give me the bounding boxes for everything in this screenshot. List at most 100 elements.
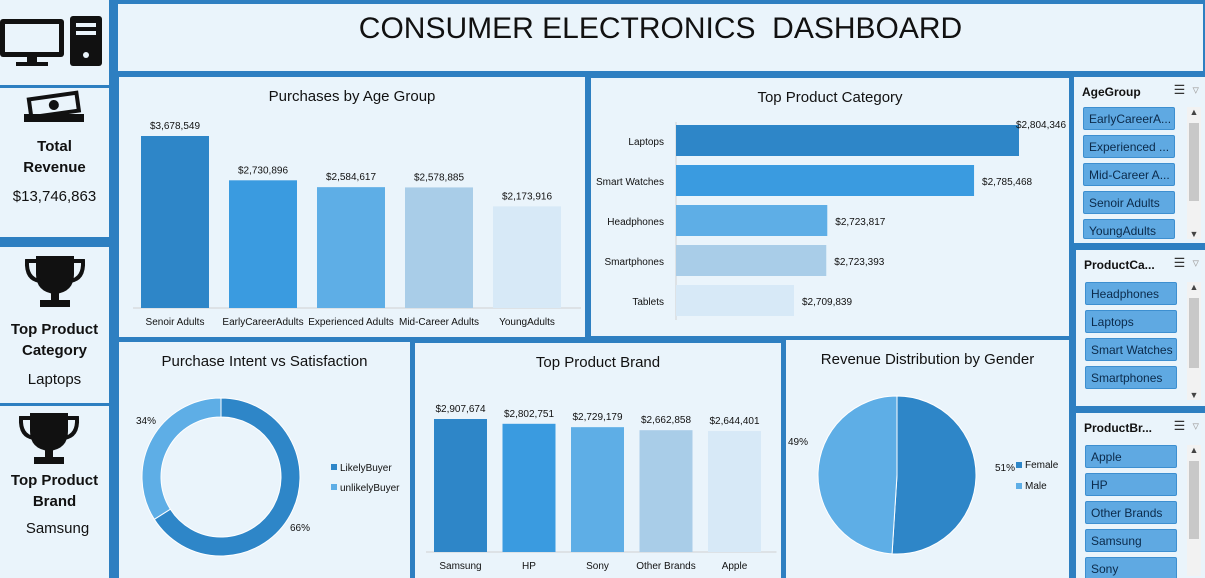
- scroll-down-icon[interactable]: ▼: [1189, 390, 1199, 400]
- slicer-scrollbar[interactable]: ▲: [1187, 445, 1201, 576]
- slicer-title: ProductBr...: [1084, 421, 1153, 435]
- category-label: EarlyCareerAdults: [222, 317, 303, 328]
- multi-select-icon[interactable]: ☰: [1173, 418, 1186, 433]
- kpi-revenue-value: $13,746,863: [12, 188, 97, 205]
- slicer-item[interactable]: HP: [1085, 473, 1177, 496]
- brand-bar-chart: $2,907,674 Samsung $2,802,751 HP $2,729,179 S…: [426, 404, 777, 572]
- scroll-thumb[interactable]: [1189, 461, 1199, 539]
- kpi-top-category: Top Product Category Laptops: [0, 247, 109, 403]
- trophy-icon: [18, 413, 80, 464]
- money-icon: [24, 90, 84, 122]
- header-panel: CONSUMER ELECTRONICS DASHBOARD: [118, 4, 1203, 71]
- slicer-product-category[interactable]: ProductCa... ☰ ▿ Headphones Laptops Smar…: [1076, 250, 1205, 406]
- slicer-age-group[interactable]: AgeGroup ☰ ▿ EarlyCareerA... Experienced…: [1074, 77, 1205, 243]
- scroll-down-icon[interactable]: ▼: [1189, 229, 1199, 239]
- bar: [708, 431, 761, 552]
- panel-intent: Purchase Intent vs Satisfaction 66% 34% Li…: [119, 342, 410, 578]
- scroll-up-icon[interactable]: ▲: [1189, 107, 1199, 117]
- clear-filter-icon[interactable]: ▿: [1192, 82, 1199, 97]
- kpi-category-label-line2: Category: [21, 342, 88, 359]
- category-label: Samsung: [439, 561, 481, 572]
- slicer-item[interactable]: Smart Watches: [1085, 338, 1177, 361]
- computer-icon: [0, 16, 102, 66]
- bar: [493, 206, 561, 308]
- kpi-brand-label-line2: Brand: [32, 493, 77, 510]
- data-label: 34%: [136, 416, 156, 427]
- category-bar-chart: Laptops $2,804,346 Smart Watches $2,785,468…: [596, 120, 1066, 320]
- slicer-item[interactable]: YoungAdults: [1083, 219, 1175, 239]
- pie-slice: [817, 395, 898, 555]
- clear-filter-icon[interactable]: ▿: [1192, 418, 1199, 433]
- slicer-item[interactable]: Mid-Career A...: [1083, 163, 1175, 186]
- scroll-thumb[interactable]: [1189, 123, 1199, 201]
- bar: [317, 187, 385, 308]
- multi-select-icon[interactable]: ☰: [1173, 255, 1186, 270]
- data-label: $2,729,179: [572, 412, 622, 423]
- slicer-product-brand[interactable]: ProductBr... ☰ ▿ Apple HP Other Brands S…: [1076, 413, 1205, 578]
- bar: [639, 430, 693, 552]
- legend-swatch: [1016, 462, 1022, 468]
- bar: [676, 205, 828, 236]
- bar: [676, 245, 827, 276]
- kpi-revenue-label-line2: Revenue: [23, 159, 86, 176]
- age-chart-title: Purchases by Age Group: [268, 88, 436, 105]
- intent-chart-title: Purchase Intent vs Satisfaction: [161, 353, 368, 370]
- bar: [405, 187, 473, 308]
- data-label: $2,662,858: [641, 415, 691, 426]
- legend-label: unlikelyBuyer: [340, 483, 400, 494]
- category-label: Other Brands: [636, 561, 695, 572]
- data-label: $2,644,401: [709, 416, 759, 427]
- age-group-bar-chart: $3,678,549 Senoir Adults $2,730,896 EarlyCa…: [133, 121, 581, 328]
- legend-swatch: [331, 484, 337, 490]
- data-label: $2,907,674: [435, 404, 485, 415]
- legend-label: Male: [1025, 481, 1047, 492]
- category-label: Smartphones: [605, 257, 664, 268]
- kpi-brand-label-line1: Top Product: [10, 472, 99, 489]
- slicer-item[interactable]: Sony: [1085, 557, 1177, 578]
- slicer-item[interactable]: Senoir Adults: [1083, 191, 1175, 214]
- category-label: Experienced Adults: [308, 317, 394, 328]
- slicer-item[interactable]: Other Brands: [1085, 501, 1177, 524]
- trophy-icon: [24, 256, 86, 307]
- slicer-item[interactable]: Smartphones: [1085, 366, 1177, 389]
- gender-chart-title: Revenue Distribution by Gender: [820, 351, 1035, 368]
- slicer-item[interactable]: Apple: [1085, 445, 1177, 468]
- data-label: $2,709,839: [802, 297, 852, 308]
- slicer-scrollbar[interactable]: ▲ ▼: [1187, 107, 1201, 239]
- scroll-up-icon[interactable]: ▲: [1189, 445, 1199, 455]
- data-label: $2,785,468: [982, 177, 1032, 188]
- data-label: $2,804,346: [1016, 120, 1066, 131]
- slicer-scrollbar[interactable]: ▲ ▼: [1187, 282, 1201, 400]
- slicer-item[interactable]: EarlyCareerA...: [1083, 107, 1175, 130]
- kpi-top-brand: Top Product Brand Samsung: [0, 406, 109, 578]
- kpi-category-value: Laptops: [27, 371, 82, 388]
- category-label: Tablets: [632, 297, 664, 308]
- slicer-item[interactable]: Experienced ...: [1083, 135, 1175, 158]
- category-label: Smart Watches: [596, 177, 664, 188]
- legend-label: Female: [1025, 460, 1059, 471]
- legend-swatch: [331, 464, 337, 470]
- panel-age-group: Purchases by Age Group $3,678,549 Senoir …: [119, 77, 585, 337]
- slicer-item[interactable]: Samsung: [1085, 529, 1177, 552]
- category-label: Mid-Career Adults: [399, 317, 479, 328]
- bar: [141, 136, 209, 308]
- category-label: Laptops: [628, 137, 664, 148]
- slicer-item[interactable]: Laptops: [1085, 310, 1177, 333]
- donut-slice: [141, 397, 222, 521]
- scroll-up-icon[interactable]: ▲: [1189, 282, 1199, 292]
- data-label: $2,730,896: [238, 165, 288, 176]
- clear-filter-icon[interactable]: ▿: [1192, 255, 1199, 270]
- pie-slice: [891, 395, 977, 555]
- category-label: YoungAdults: [499, 317, 555, 328]
- slicer-item[interactable]: Headphones: [1085, 282, 1177, 305]
- bar: [434, 419, 487, 552]
- scroll-thumb[interactable]: [1189, 298, 1199, 368]
- intent-donut-chart: 66% 34% LikelyBuyer unlikelyBuyer: [136, 397, 400, 557]
- multi-select-icon[interactable]: ☰: [1173, 82, 1186, 97]
- legend-swatch: [1016, 483, 1022, 489]
- category-label: Sony: [586, 561, 609, 572]
- category-label: Senoir Adults: [146, 317, 205, 328]
- legend-label: LikelyBuyer: [340, 463, 392, 474]
- bar: [676, 285, 794, 316]
- computer-icon-panel: [0, 0, 109, 85]
